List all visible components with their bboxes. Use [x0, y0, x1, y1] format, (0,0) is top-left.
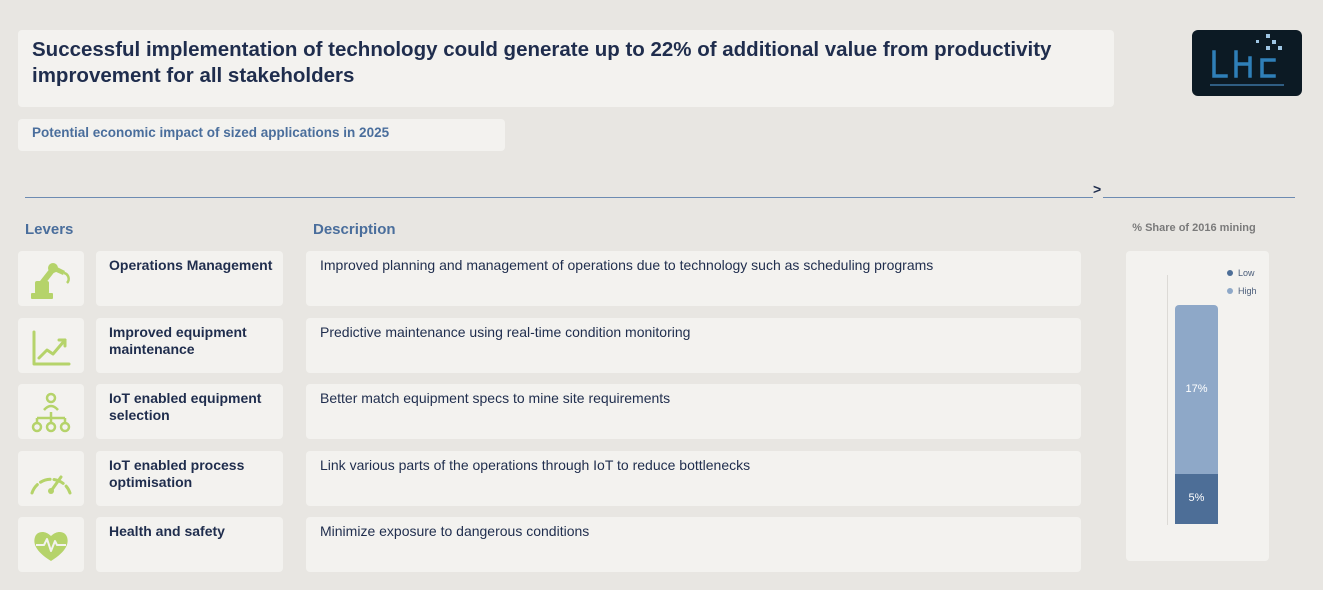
lever-description: Improved planning and management of oper… — [320, 257, 934, 273]
description-card: Improved planning and management of oper… — [306, 251, 1081, 306]
legend-swatch-low — [1227, 270, 1233, 276]
lever-card: Improved equipment maintenance — [96, 318, 283, 373]
description-card: Minimize exposure to dangerous condition… — [306, 517, 1081, 572]
lever-icon-card — [18, 451, 84, 506]
robot-arm-icon — [31, 263, 70, 299]
description-card: Better match equipment specs to mine sit… — [306, 384, 1081, 439]
speedometer-icon — [30, 475, 72, 495]
bar-low — [1175, 474, 1218, 524]
org-hierarchy-icon — [31, 392, 71, 433]
legend-swatch-high — [1227, 288, 1233, 294]
lever-card: IoT enabled equipment selection — [96, 384, 283, 439]
legend-label-low: Low — [1238, 268, 1255, 278]
lever-name: Improved equipment maintenance — [109, 324, 247, 357]
separator-line-left — [25, 197, 1093, 198]
description-header: Description — [313, 221, 396, 238]
lever-description: Better match equipment specs to mine sit… — [320, 390, 671, 406]
bar-high — [1175, 305, 1218, 475]
lever-name: IoT enabled equipment selection — [109, 390, 262, 423]
lever-card: Health and safety — [96, 517, 283, 572]
lever-icon-card — [18, 384, 84, 439]
description-card: Predictive maintenance using real-time c… — [306, 318, 1081, 373]
lever-name: Health and safety — [109, 523, 225, 539]
page-title: Successful implementation of technology … — [32, 38, 1052, 87]
chart-title: % Share of 2016 mining — [1132, 222, 1256, 234]
trend-chart-icon — [32, 330, 71, 366]
lever-icon-card — [18, 517, 84, 572]
chart-card: Low High 17% 5% — [1126, 251, 1269, 561]
company-logo — [1192, 30, 1302, 96]
chart-axis-line — [1167, 275, 1168, 525]
lever-card: Operations Management — [96, 251, 283, 306]
legend-item-high: High — [1227, 286, 1257, 296]
lever-icon-card — [18, 251, 84, 306]
description-card: Link various parts of the operations thr… — [306, 451, 1081, 506]
bar-label-low: 5% — [1188, 492, 1205, 505]
page-subtitle: Potential economic impact of sized appli… — [32, 125, 390, 140]
subtitle-card: Potential economic impact of sized appli… — [18, 119, 505, 151]
lever-name: Operations Management — [109, 257, 273, 273]
levers-header: Levers — [25, 221, 74, 238]
lever-description: Minimize exposure to dangerous condition… — [320, 523, 590, 539]
lever-icon-card — [18, 318, 84, 373]
separator-line-right — [1103, 197, 1295, 198]
title-card: Successful implementation of technology … — [18, 30, 1114, 107]
lever-description: Link various parts of the operations thr… — [320, 457, 751, 473]
bar-label-high: 17% — [1185, 382, 1208, 395]
legend-label-high: High — [1238, 286, 1257, 296]
lever-name: IoT enabled process optimisation — [109, 457, 245, 490]
legend-item-low: Low — [1227, 268, 1255, 278]
lever-card: IoT enabled process optimisation — [96, 451, 283, 506]
lever-description: Predictive maintenance using real-time c… — [320, 324, 691, 340]
separator-arrow: > — [1093, 181, 1102, 197]
heart-pulse-icon — [34, 531, 68, 561]
